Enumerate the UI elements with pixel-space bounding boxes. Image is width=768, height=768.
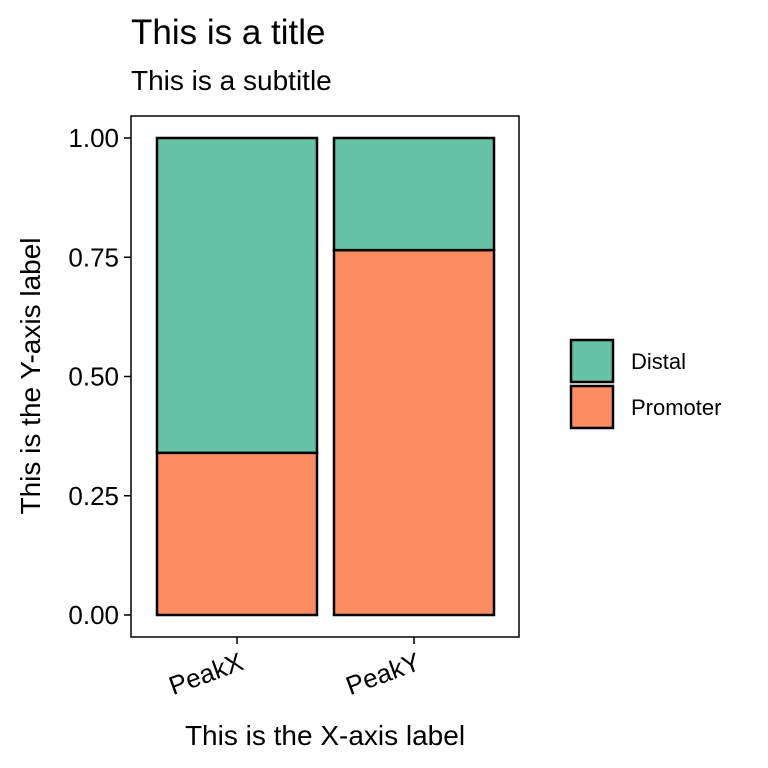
bar-peaky-distal bbox=[332, 136, 496, 252]
y-axis-label: This is the Y-axis label bbox=[15, 237, 46, 514]
y-tick-label: 0.00 bbox=[68, 600, 119, 630]
x-tick-label: PeakX bbox=[165, 646, 247, 700]
bar-peakx-promoter bbox=[155, 451, 319, 617]
bar-peakx-distal bbox=[155, 136, 319, 455]
x-axis-label: This is the X-axis label bbox=[185, 720, 465, 751]
legend-label-promoter: Promoter bbox=[631, 395, 721, 420]
chart-subtitle: This is a subtitle bbox=[131, 65, 332, 96]
y-tick-label: 0.75 bbox=[68, 242, 119, 272]
bar-peaky-promoter bbox=[332, 248, 496, 617]
chart-title: This is a title bbox=[131, 13, 326, 52]
bars-group bbox=[155, 136, 496, 617]
y-axis: 0.00 0.25 0.50 0.75 1.00 bbox=[68, 123, 131, 630]
y-tick-label: 1.00 bbox=[68, 123, 119, 153]
x-axis: PeakX PeakY bbox=[165, 637, 424, 701]
y-tick-label: 0.50 bbox=[68, 362, 119, 392]
legend-key-promoter bbox=[569, 384, 615, 430]
x-tick-label: PeakY bbox=[342, 646, 424, 700]
legend-key-distal bbox=[569, 338, 615, 384]
y-tick-label: 0.25 bbox=[68, 481, 119, 511]
legend: Distal Promoter bbox=[569, 338, 721, 430]
legend-label-distal: Distal bbox=[631, 349, 686, 374]
